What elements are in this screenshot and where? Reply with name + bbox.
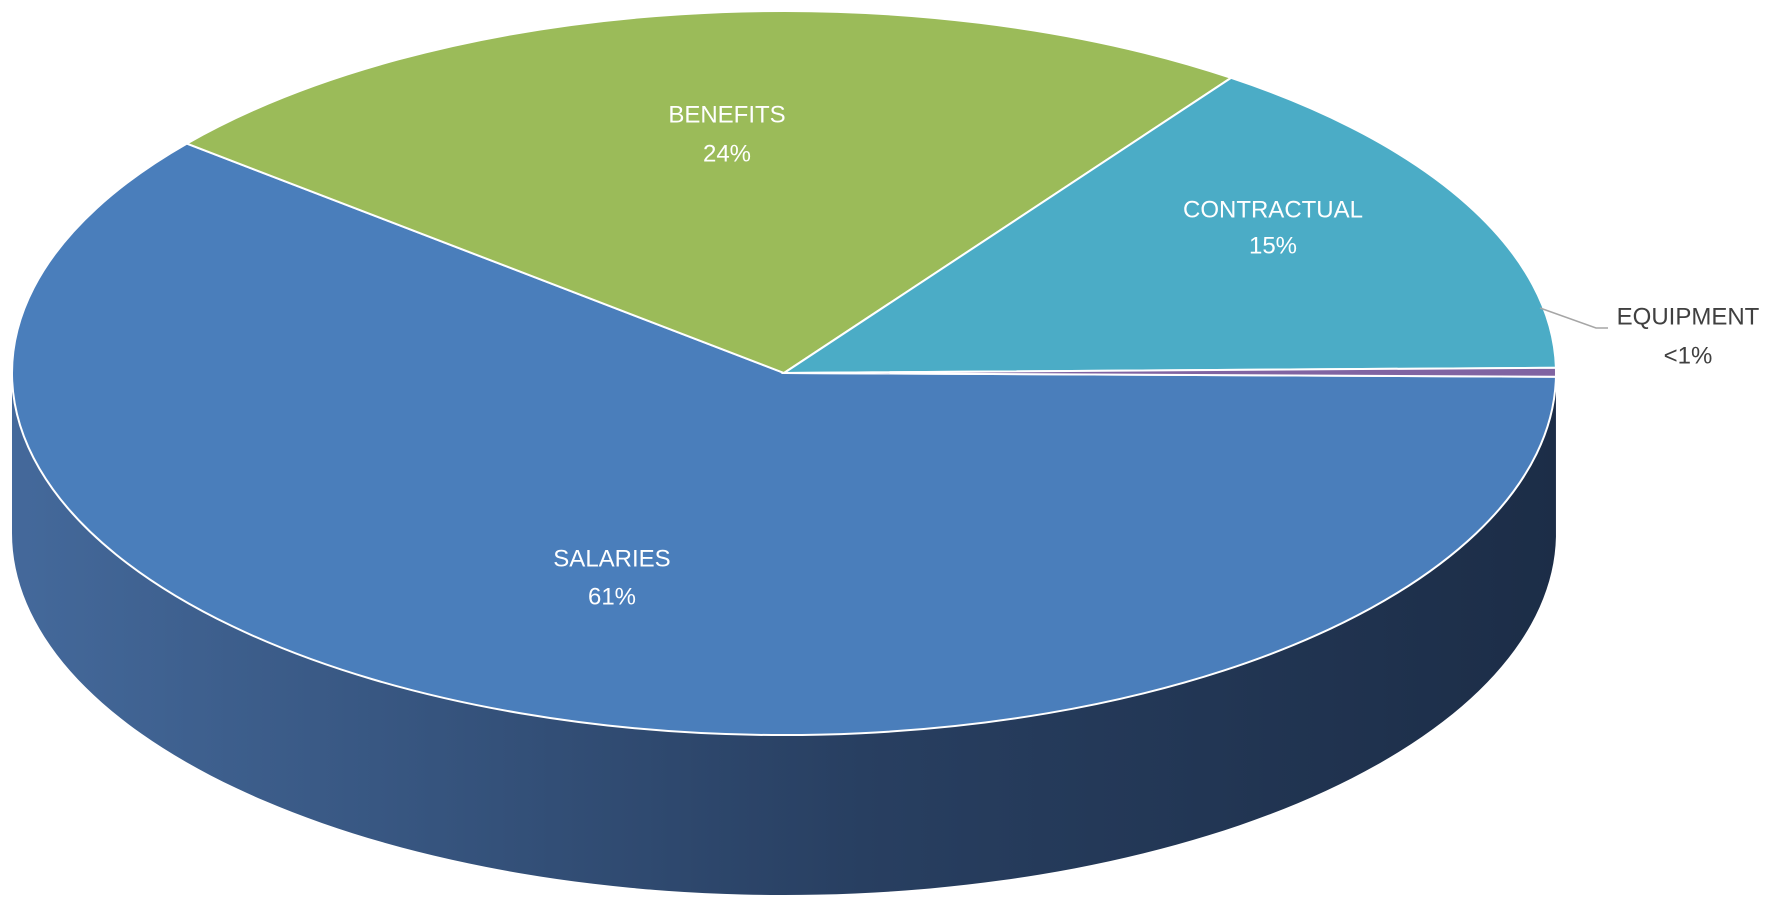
slice bbox=[783, 366, 1558, 378]
value-label: 15% bbox=[1249, 232, 1297, 259]
category-label: SALARIES bbox=[553, 545, 670, 572]
slice bbox=[184, 10, 1234, 375]
pie-tops bbox=[11, 10, 1558, 736]
slice-side bbox=[12, 373, 1556, 895]
category-label: CONTRACTUAL bbox=[1183, 196, 1363, 223]
value-label: 61% bbox=[588, 583, 636, 610]
category-label: EQUIPMENT bbox=[1617, 303, 1760, 330]
value-label: <1% bbox=[1664, 342, 1713, 369]
slice bbox=[780, 76, 1557, 375]
data-labels: SALARIES 61% BENEFITS 24% CONTRACTUAL 15% EQUI… bbox=[553, 101, 1759, 610]
pie-sides bbox=[12, 373, 1556, 895]
slice bbox=[11, 142, 1557, 736]
value-label: 24% bbox=[703, 140, 751, 167]
category-label: BENEFITS bbox=[668, 101, 785, 128]
leader-line bbox=[1539, 307, 1608, 329]
